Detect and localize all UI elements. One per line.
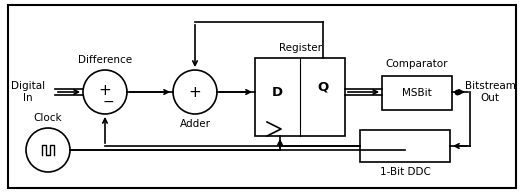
Bar: [255, 58, 345, 136]
Text: +: +: [99, 83, 112, 97]
Text: Adder: Adder: [180, 119, 211, 129]
Text: Comparator: Comparator: [386, 59, 448, 69]
Text: Digital
In: Digital In: [11, 81, 45, 103]
Circle shape: [173, 70, 217, 114]
Circle shape: [26, 128, 70, 172]
Text: Difference: Difference: [78, 55, 132, 65]
Text: D: D: [272, 85, 283, 99]
Text: MSBit: MSBit: [402, 88, 432, 98]
Text: Q: Q: [317, 81, 328, 93]
Text: Bitstream
Out: Bitstream Out: [465, 81, 516, 103]
Text: 1-Bit DDC: 1-Bit DDC: [379, 167, 430, 177]
Bar: [382, 76, 452, 110]
Bar: [360, 130, 450, 162]
Text: Register: Register: [278, 43, 322, 53]
Text: −: −: [102, 95, 114, 109]
Circle shape: [83, 70, 127, 114]
Text: +: +: [189, 84, 201, 100]
Text: Clock: Clock: [34, 113, 62, 123]
